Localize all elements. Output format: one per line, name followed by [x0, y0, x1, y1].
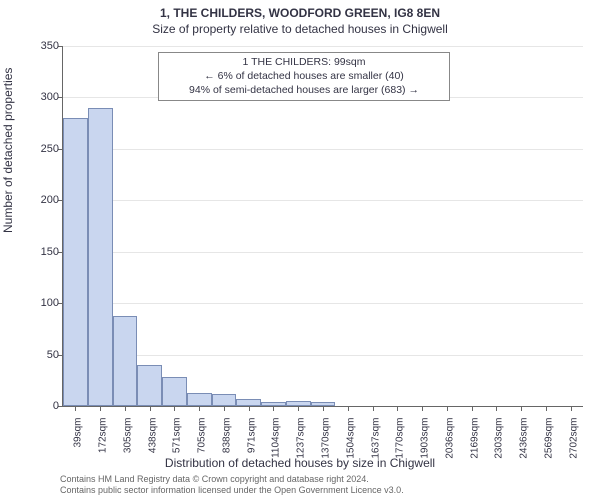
xtick-mark	[298, 406, 299, 411]
histogram-bar	[88, 108, 113, 406]
histogram-bar	[212, 394, 237, 406]
chart-container: 1, THE CHILDERS, WOODFORD GREEN, IG8 8EN…	[0, 0, 600, 500]
xtick-mark	[472, 406, 473, 411]
histogram-bar	[113, 316, 138, 407]
xtick-mark	[75, 406, 76, 411]
xtick-mark	[521, 406, 522, 411]
xtick-mark	[323, 406, 324, 411]
ytick-label: 250	[29, 143, 59, 155]
ytick-label: 50	[29, 349, 59, 361]
xtick-mark	[249, 406, 250, 411]
ytick-label: 350	[29, 40, 59, 52]
xtick-mark	[224, 406, 225, 411]
xtick-mark	[174, 406, 175, 411]
annotation-line1: 1 THE CHILDERS: 99sqm	[163, 55, 445, 69]
histogram-bar	[236, 399, 261, 406]
gridline	[63, 252, 583, 253]
ytick-label: 300	[29, 91, 59, 103]
gridline	[63, 355, 583, 356]
xtick-mark	[447, 406, 448, 411]
ytick-label: 100	[29, 297, 59, 309]
xtick-mark	[125, 406, 126, 411]
chart-title: 1, THE CHILDERS, WOODFORD GREEN, IG8 8EN	[0, 0, 600, 20]
annotation-box: 1 THE CHILDERS: 99sqm ← 6% of detached h…	[158, 52, 450, 101]
xtick-mark	[348, 406, 349, 411]
footer-line2: Contains public sector information licen…	[60, 485, 404, 496]
xtick-mark	[422, 406, 423, 411]
xtick-mark	[199, 406, 200, 411]
ytick-label: 150	[29, 246, 59, 258]
ytick-label: 0	[29, 400, 59, 412]
histogram-bar	[187, 393, 212, 406]
gridline	[63, 303, 583, 304]
footer: Contains HM Land Registry data © Crown c…	[60, 474, 404, 497]
y-axis-label: Number of detached properties	[1, 68, 15, 233]
xtick-mark	[571, 406, 572, 411]
xtick-mark	[150, 406, 151, 411]
gridline	[63, 149, 583, 150]
histogram-bar	[137, 365, 162, 406]
ytick-label: 200	[29, 194, 59, 206]
xtick-mark	[546, 406, 547, 411]
xtick-mark	[100, 406, 101, 411]
histogram-bar	[63, 118, 88, 406]
xtick-mark	[273, 406, 274, 411]
xtick-mark	[397, 406, 398, 411]
gridline	[63, 46, 583, 47]
x-axis-label: Distribution of detached houses by size …	[0, 456, 600, 470]
histogram-bar	[162, 377, 187, 406]
annotation-line3: 94% of semi-detached houses are larger (…	[163, 83, 445, 97]
xtick-mark	[373, 406, 374, 411]
annotation-line2: ← 6% of detached houses are smaller (40)	[163, 69, 445, 83]
chart-subtitle: Size of property relative to detached ho…	[0, 20, 600, 36]
xtick-mark	[496, 406, 497, 411]
gridline	[63, 200, 583, 201]
footer-line1: Contains HM Land Registry data © Crown c…	[60, 474, 404, 485]
